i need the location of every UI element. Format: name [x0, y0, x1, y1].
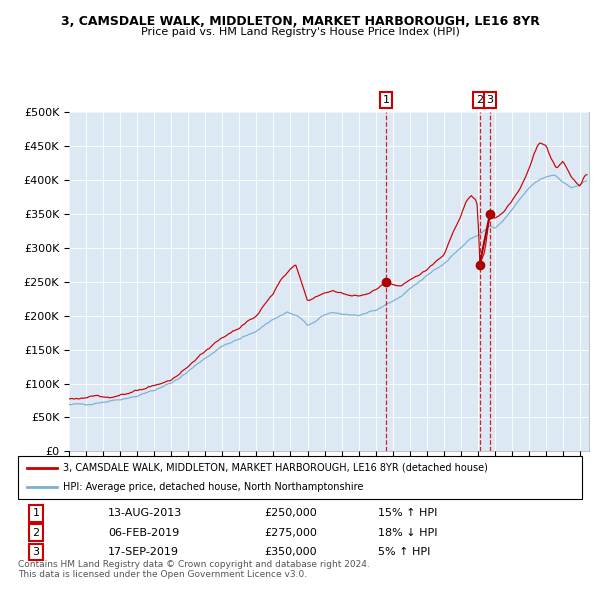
Text: 17-SEP-2019: 17-SEP-2019	[108, 547, 179, 557]
Text: Price paid vs. HM Land Registry's House Price Index (HPI): Price paid vs. HM Land Registry's House …	[140, 27, 460, 37]
Text: 1: 1	[32, 508, 40, 518]
Text: 3: 3	[32, 547, 40, 557]
Text: £275,000: £275,000	[264, 527, 317, 537]
Text: 3: 3	[487, 95, 493, 105]
Text: Contains HM Land Registry data © Crown copyright and database right 2024.
This d: Contains HM Land Registry data © Crown c…	[18, 560, 370, 579]
Text: 15% ↑ HPI: 15% ↑ HPI	[378, 508, 437, 518]
Text: 5% ↑ HPI: 5% ↑ HPI	[378, 547, 430, 557]
Text: £350,000: £350,000	[264, 547, 317, 557]
Text: £250,000: £250,000	[264, 508, 317, 518]
Text: 2: 2	[32, 527, 40, 537]
Text: 3, CAMSDALE WALK, MIDDLETON, MARKET HARBOROUGH, LE16 8YR (detached house): 3, CAMSDALE WALK, MIDDLETON, MARKET HARB…	[63, 463, 488, 473]
Text: 1: 1	[383, 95, 390, 105]
Text: 2: 2	[476, 95, 483, 105]
Text: 18% ↓ HPI: 18% ↓ HPI	[378, 527, 437, 537]
Text: 13-AUG-2013: 13-AUG-2013	[108, 508, 182, 518]
Text: 06-FEB-2019: 06-FEB-2019	[108, 527, 179, 537]
Text: HPI: Average price, detached house, North Northamptonshire: HPI: Average price, detached house, Nort…	[63, 481, 364, 491]
Text: 3, CAMSDALE WALK, MIDDLETON, MARKET HARBOROUGH, LE16 8YR: 3, CAMSDALE WALK, MIDDLETON, MARKET HARB…	[61, 15, 539, 28]
